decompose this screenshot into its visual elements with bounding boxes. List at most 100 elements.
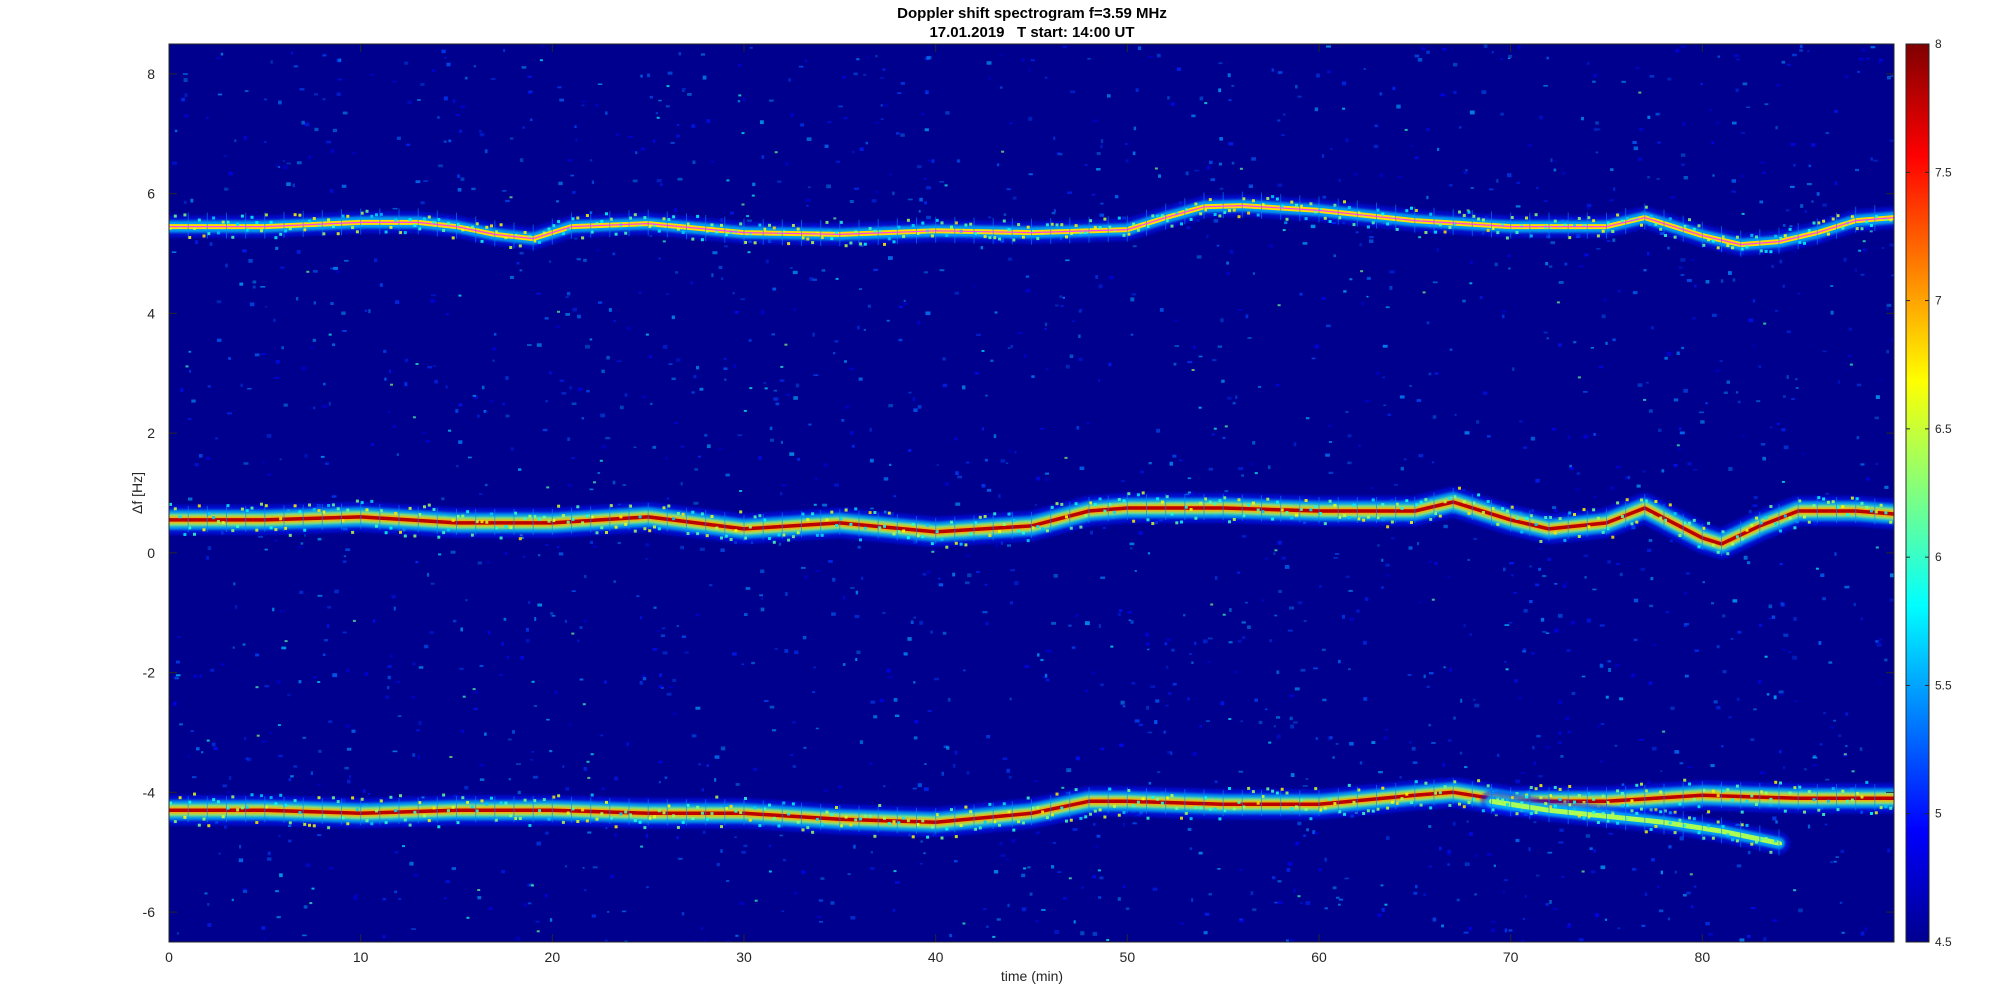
noise-speckle — [691, 391, 695, 394]
noise-speckle — [232, 646, 235, 649]
trace-lower-fleck — [1213, 807, 1217, 811]
noise-speckle — [697, 455, 701, 458]
trace-upper-fleck — [1529, 234, 1533, 238]
colorbar-tick-label: 5 — [1935, 807, 1942, 821]
noise-speckle — [1603, 298, 1607, 302]
noise-speckle — [1889, 139, 1894, 142]
noise-speckle — [261, 740, 267, 743]
trace-middle-fleck — [207, 512, 211, 516]
noise-speckle — [1694, 284, 1697, 288]
trace-middle-fleck — [1084, 514, 1088, 517]
trace-middle-fleck — [605, 531, 608, 534]
noise-speckle — [1333, 557, 1338, 559]
noise-speckle — [772, 287, 777, 291]
noise-speckle — [1678, 448, 1681, 451]
noise-speckle — [430, 582, 435, 585]
trace-middle-fleck — [1113, 510, 1116, 514]
noise-speckle — [852, 150, 855, 154]
trace-upper-fleck — [657, 229, 661, 233]
noise-speckle — [585, 344, 590, 349]
trace-middle-fleck — [1160, 500, 1164, 504]
noise-speckle — [567, 291, 571, 296]
noise-speckle — [1500, 112, 1504, 116]
trace-middle-fleck — [1582, 508, 1586, 512]
noise-speckle — [412, 753, 416, 757]
noise-speckle — [1217, 345, 1222, 348]
trace-lower-fleck — [518, 817, 522, 820]
trace-lower-fleck — [1390, 800, 1394, 804]
noise-speckle — [1538, 567, 1542, 571]
noise-speckle — [1035, 476, 1041, 481]
trace-upper-fleck — [341, 214, 345, 218]
trace-middle-fleck — [1136, 493, 1140, 497]
noise-speckle — [510, 275, 514, 279]
noise-speckle — [1371, 741, 1376, 744]
noise-speckle — [642, 677, 647, 681]
noise-speckle — [801, 566, 806, 569]
x-axis-ticks: 0 10 20 30 40 50 60 70 80 — [165, 44, 1710, 965]
noise-speckle — [1118, 609, 1123, 612]
noise-speckle — [1449, 668, 1452, 672]
noise-speckle — [1383, 404, 1387, 407]
trace-middle-fleck — [1855, 497, 1859, 501]
noise-speckle — [299, 88, 305, 91]
noise-speckle — [903, 652, 908, 655]
noise-speckle — [1325, 453, 1330, 457]
noise-speckle — [1156, 53, 1161, 58]
noise-speckle — [1502, 310, 1506, 313]
noise-speckle — [1875, 395, 1880, 399]
noise-speckle — [1363, 68, 1366, 70]
noise-speckle — [1680, 274, 1685, 276]
noise-speckle — [925, 90, 929, 95]
trace-middle-fleck — [849, 522, 853, 526]
noise-speckle — [781, 910, 785, 912]
noise-speckle — [1861, 48, 1866, 52]
noise-speckle — [739, 490, 743, 492]
noise-speckle — [465, 599, 468, 602]
noise-speckle — [720, 849, 723, 853]
noise-speckle — [724, 378, 727, 381]
noise-speckle — [1517, 45, 1521, 49]
trace-middle-fleck — [245, 509, 249, 513]
noise-speckle — [1739, 174, 1744, 178]
noise-speckle — [1459, 126, 1462, 129]
noise-speckle — [668, 363, 673, 365]
noise-speckle — [519, 251, 524, 255]
trace-upper-fleck — [1247, 211, 1251, 215]
noise-speckle — [503, 48, 506, 53]
noise-speckle — [1531, 652, 1535, 655]
trace-lower-fleck — [1577, 794, 1581, 798]
noise-speckle — [509, 196, 513, 199]
trace-lower-secondary-fleck — [1692, 817, 1696, 821]
noise-speckle — [1297, 895, 1301, 898]
noise-speckle — [795, 383, 800, 388]
noise-speckle — [330, 267, 335, 270]
trace-middle-fleck — [370, 499, 374, 503]
noise-speckle — [1502, 890, 1505, 894]
trace-lower-fleck — [1711, 789, 1715, 793]
noise-speckle — [1091, 193, 1096, 196]
noise-speckle — [1547, 557, 1552, 561]
noise-speckle — [1067, 191, 1073, 194]
noise-speckle — [1535, 583, 1540, 587]
noise-speckle — [1413, 891, 1418, 895]
trace-upper-fleck — [859, 242, 862, 246]
noise-speckle — [985, 394, 988, 397]
noise-speckle — [1558, 613, 1563, 618]
noise-speckle — [1095, 275, 1099, 279]
noise-speckle — [849, 367, 854, 371]
noise-speckle — [324, 639, 329, 642]
trace-lower-fleck — [1002, 802, 1006, 806]
trace-upper-fleck — [940, 221, 944, 225]
trace-upper-fleck — [1836, 214, 1840, 218]
trace-lower-fleck — [1625, 803, 1629, 807]
noise-speckle — [1841, 931, 1845, 934]
noise-speckle — [184, 114, 189, 118]
trace-lower-fleck — [365, 819, 369, 823]
noise-speckle — [323, 382, 326, 386]
noise-speckle — [298, 680, 302, 684]
noise-speckle — [1686, 572, 1690, 575]
noise-speckle — [1657, 141, 1661, 144]
trace-upper-fleck — [954, 221, 958, 225]
trace-middle-fleck — [787, 538, 791, 542]
